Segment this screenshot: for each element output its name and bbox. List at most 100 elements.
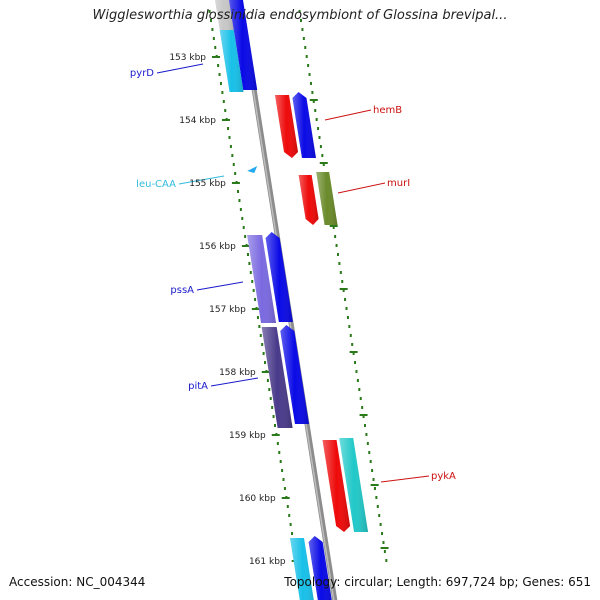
gene-label-pykA: pykA [431,471,456,482]
left-guide-dot [276,442,279,445]
left-guide-dot [246,253,249,256]
right-guide-dot [369,460,372,463]
left-guide-dot [256,316,259,319]
left-guide-dot [232,163,235,166]
right-guide-dot [300,19,303,22]
left-guide-dot [214,46,217,49]
left-guide-dot [254,298,257,301]
gene-pitA-blue-shading [280,325,309,424]
right-guide-dot [356,379,359,382]
left-guide-dot [278,451,281,454]
scale-tick-label: 154 kbp [179,116,216,126]
gene-label-leader [337,182,386,194]
gene-pykA-red-shading [322,440,351,532]
gene-features [215,0,369,600]
right-guide-dot [379,523,382,526]
left-guide-dot [279,460,282,463]
gene-top-blue-shading [228,0,258,90]
gene-label-pssA: pssA [170,285,194,296]
gene-label-leader [210,377,259,387]
right-guide-dot [308,73,311,76]
right-guide-dot [305,55,308,58]
right-guide-dot [322,163,325,166]
right-guide-dot [344,298,347,301]
left-guide-dot [271,406,274,409]
left-guide-dot [222,100,225,103]
right-guide-dot [362,415,365,418]
right-guide-dot [341,280,344,283]
right-guide-dot [352,352,355,355]
left-guide-dot [258,325,261,328]
right-guide-dot [304,46,307,49]
gene-label-murI: murI [387,178,410,189]
right-guide-dot [355,370,358,373]
right-guide-dot [381,532,384,535]
right-guide-dot [349,334,352,337]
right-guide-dot [351,343,354,346]
genome-title: Wigglesworthia glossinidia endosymbiont … [92,8,508,23]
right-guide-dot [301,28,304,31]
left-guide-dot [286,505,289,508]
gene-pssA-violet-shading [247,235,277,323]
scale-tick-label: 161 kbp [249,557,286,567]
right-guide-dot [383,550,386,553]
gene-labels: pyrD hemB leu-CAA murI pssA pitA pykA [130,63,456,483]
scale-tick-label: 158 kbp [219,368,256,378]
right-guide-dot [348,325,351,328]
left-guide-dot [244,235,247,238]
right-guide-dot [315,118,318,121]
gene-label-leu-CAA: leu-CAA [136,179,176,190]
gene-bottom-cyan-shading [290,538,314,600]
left-guide-dot [266,379,269,382]
right-guide-dot [339,271,342,274]
scale-tick-label: 159 kbp [229,431,266,441]
gene-pyrD-cyan-shading [219,30,244,92]
right-guide-dot [385,559,388,562]
right-guide-dot [319,145,322,148]
left-guide-dot [239,208,242,211]
scale-tick-labels: 153 kbp 154 kbp 155 kbp 156 kbp 157 kbp 158 k… [169,53,286,567]
right-guide-dot [302,37,305,40]
gene-pykA-teal-shading [339,438,369,532]
right-guide-dot [366,442,369,445]
left-guide-dot [228,136,231,139]
right-guide-dot [311,91,314,94]
left-guide-dot [259,334,262,337]
right-guide-dot [372,478,375,481]
right-guide-dot [309,82,312,85]
right-guide-dot [346,316,349,319]
scale-ticks [212,56,389,562]
gene-top-grey-shading [215,0,234,30]
right-guide-dot [378,514,381,517]
right-guide-dot [354,361,357,364]
left-guide-dot [211,28,214,31]
right-guide-dot [361,406,364,409]
genome-summary-text: Topology: circular; Length: 697,724 bp; … [284,575,591,589]
right-guide-dot [363,424,366,427]
right-guide-dot [376,505,379,508]
left-guide-dot [268,388,271,391]
left-guide-dot [283,487,286,490]
scale-tick-label: 157 kbp [209,305,246,315]
left-guide-dot [248,262,251,265]
left-guide-dot [231,154,234,157]
left-guide-dot [269,397,272,400]
left-guide-dot [208,10,211,13]
right-guide-dot [317,127,320,130]
right-guide-dot [382,541,385,544]
left-guide-dot [242,226,245,229]
right-guide-dot [334,235,337,238]
left-guide-dot [218,73,221,76]
left-guide-dot [219,82,222,85]
left-guide-dot [234,172,237,175]
right-guide-dot [312,100,315,103]
gene-bottom-blue-shading [308,536,332,600]
left-guide-dot [288,514,291,517]
scale-tick-label: 155 kbp [189,179,226,189]
left-guide-dot [282,478,285,481]
gene-label-leader [156,63,204,74]
right-guide-dot [335,244,338,247]
left-guide-dot [227,127,230,130]
left-guide-dot [281,469,284,472]
